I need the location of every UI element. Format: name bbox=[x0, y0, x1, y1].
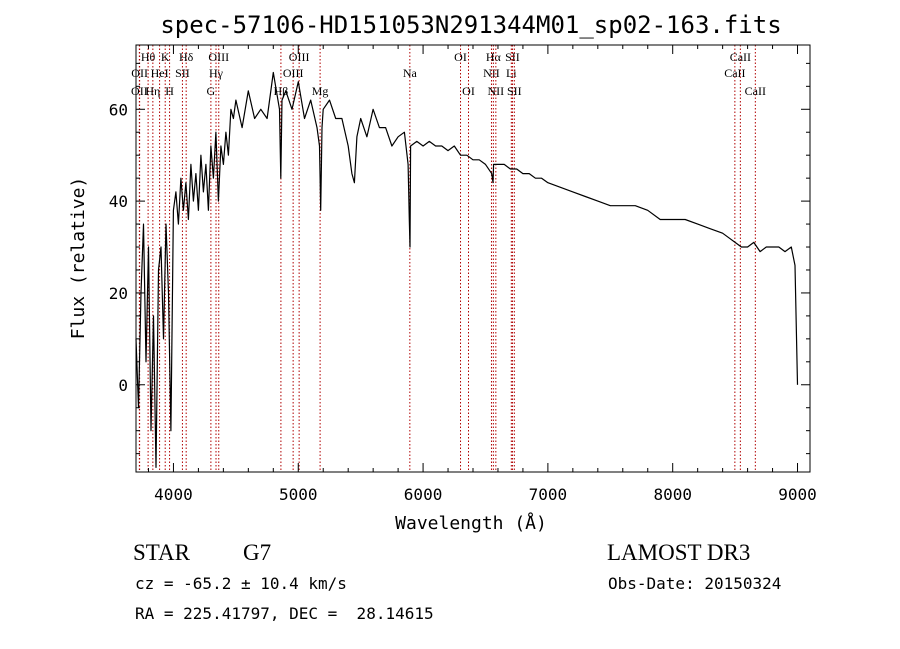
x-tick-label-5000: 5000 bbox=[279, 485, 318, 504]
redshift-velocity: cz = -65.2 ± 10.4 km/s bbox=[135, 574, 347, 593]
y-tick-label-20: 20 bbox=[109, 284, 128, 303]
observation-date: Obs-Date: 20150324 bbox=[608, 574, 782, 593]
line-label-25: CaII bbox=[724, 66, 745, 80]
line-label-14: OIII bbox=[289, 50, 310, 64]
object-class: STAR bbox=[133, 540, 190, 565]
line-label-1: OII bbox=[131, 66, 148, 80]
line-label-15: Mg bbox=[312, 84, 329, 98]
line-label-18: OI bbox=[462, 84, 475, 98]
line-label-21: NII bbox=[488, 84, 505, 98]
line-label-7: SII bbox=[175, 66, 190, 80]
y-tick-label-0: 0 bbox=[118, 376, 128, 395]
line-label-8: Hδ bbox=[179, 50, 194, 64]
line-label-5: K bbox=[161, 50, 170, 64]
line-label-27: CaII bbox=[745, 84, 766, 98]
x-axis-label: Wavelength (Å) bbox=[395, 512, 547, 534]
line-label-16: Na bbox=[403, 66, 418, 80]
line-label-22: Li bbox=[506, 66, 517, 80]
line-label-3: Hη bbox=[145, 84, 160, 98]
y-tick-label-40: 40 bbox=[109, 192, 128, 211]
x-tick-label-9000: 9000 bbox=[778, 485, 817, 504]
line-label-4: HeI bbox=[151, 66, 169, 80]
line-label-11: OIII bbox=[208, 50, 229, 64]
sky-coordinates: RA = 225.41797, DEC = 28.14615 bbox=[135, 604, 434, 623]
line-label-13: OIII bbox=[283, 66, 304, 80]
object-subclass: G7 bbox=[243, 540, 272, 565]
chart-title: spec-57106-HD151053N291344M01_sp02-163.f… bbox=[160, 11, 781, 39]
line-label-20: Hα bbox=[486, 50, 502, 64]
line-label-24: SII bbox=[507, 84, 522, 98]
x-tick-label-4000: 4000 bbox=[154, 485, 193, 504]
spectrum-line bbox=[135, 71, 799, 468]
y-axis-label: Flux (relative) bbox=[68, 177, 89, 340]
line-label-10: Hγ bbox=[209, 66, 224, 80]
line-label-23: SII bbox=[505, 50, 520, 64]
line-label-2: Hθ bbox=[141, 50, 156, 64]
line-label-6: H bbox=[165, 84, 174, 98]
line-label-9: G bbox=[207, 84, 216, 98]
x-tick-label-7000: 7000 bbox=[529, 485, 568, 504]
line-label-26: CaII bbox=[730, 50, 751, 64]
plot-frame bbox=[135, 44, 811, 473]
x-tick-label-8000: 8000 bbox=[653, 485, 692, 504]
line-label-19: NII bbox=[483, 66, 500, 80]
y-tick-label-60: 60 bbox=[109, 100, 128, 119]
line-label-17: OI bbox=[454, 50, 467, 64]
x-tick-label-6000: 6000 bbox=[404, 485, 443, 504]
survey-name: LAMOST DR3 bbox=[607, 540, 751, 565]
